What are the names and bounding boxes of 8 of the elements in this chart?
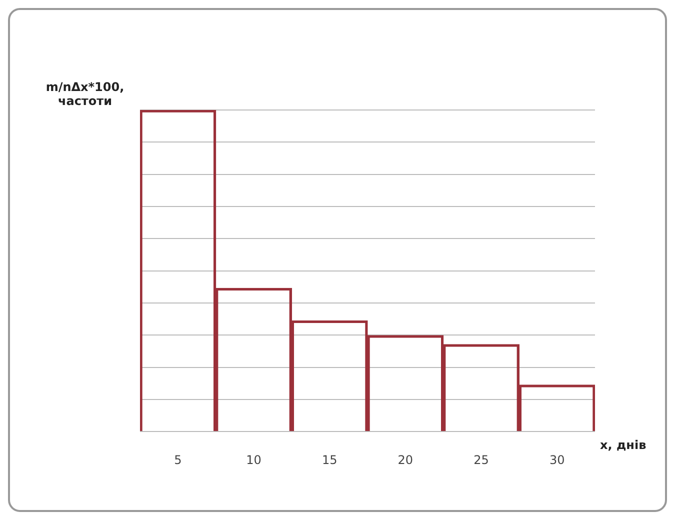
x-tick-label: 5: [174, 452, 182, 467]
x-tick-label: 25: [474, 452, 489, 467]
x-axis-title: x, днів: [600, 438, 646, 452]
x-tick-label: 20: [398, 452, 414, 467]
x-tick-label: 30: [549, 452, 565, 467]
x-tick-label: 15: [322, 452, 338, 467]
x-tick-label: 10: [246, 452, 262, 467]
y-axis-title: m/nΔx*100, частоти: [44, 80, 126, 108]
